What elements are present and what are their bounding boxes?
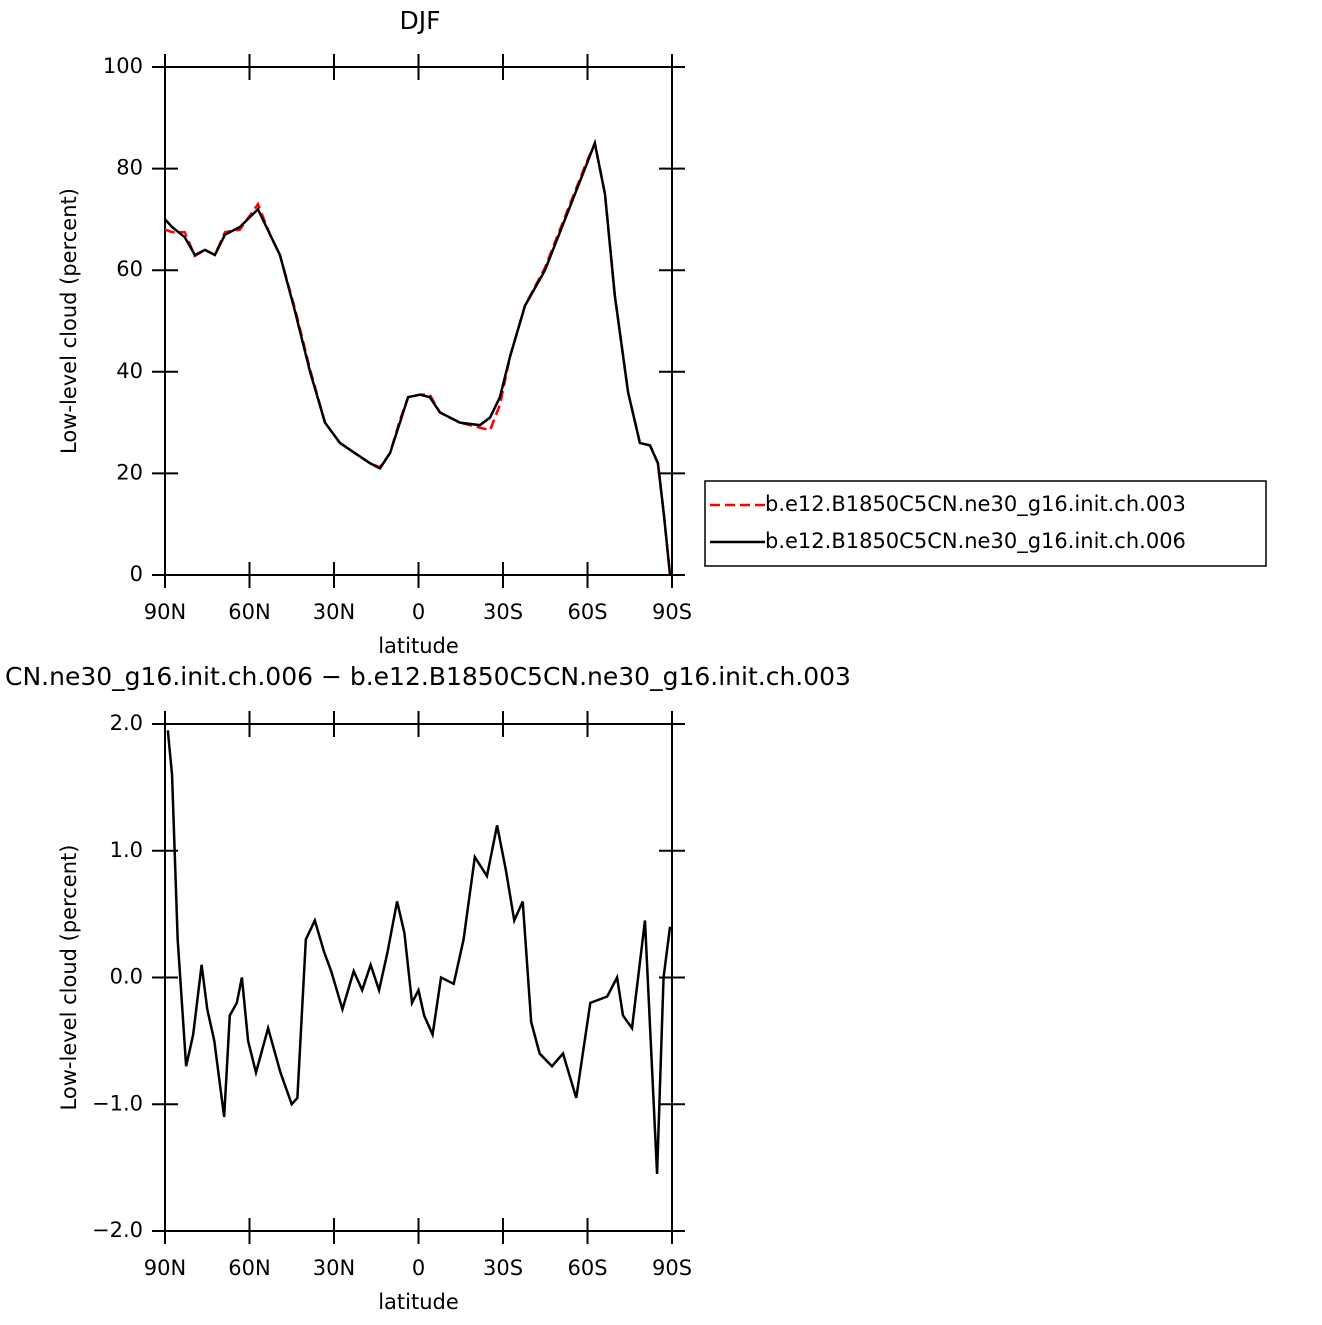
y-tick-label: 2.0: [110, 711, 143, 735]
y-axis-label: Low-level cloud (percent): [57, 188, 81, 454]
x-tick-label: 60S: [567, 1256, 607, 1280]
x-tick-label: 0: [412, 600, 425, 624]
x-tick-label: 90S: [652, 1256, 692, 1280]
x-tick-label: 90N: [144, 1256, 186, 1280]
y-tick-label: −1.0: [92, 1091, 143, 1115]
x-tick-label: 90N: [144, 600, 186, 624]
x-tick-label: 0: [412, 1256, 425, 1280]
x-tick-label: 60S: [567, 600, 607, 624]
y-tick-label: 20: [116, 460, 143, 484]
x-axis-label: latitude: [378, 1290, 459, 1314]
x-tick-label: 90S: [652, 600, 692, 624]
y-tick-label: 100: [103, 54, 143, 78]
y-tick-label: 80: [116, 156, 143, 180]
x-tick-label: 30N: [313, 600, 355, 624]
y-tick-label: 0: [130, 562, 143, 586]
data-line: [164, 139, 672, 576]
x-tick-label: 30S: [483, 600, 523, 624]
legend-box: [704, 480, 1267, 567]
y-tick-label: −2.0: [92, 1218, 143, 1242]
chart-title: DJF: [399, 6, 440, 35]
x-tick-label: 30N: [313, 1256, 355, 1280]
y-tick-label: 40: [116, 359, 143, 383]
x-tick-label: 60N: [228, 600, 270, 624]
chart-title: CN.ne30_g16.init.ch.006 − b.e12.B1850C5C…: [5, 662, 851, 691]
data-line: [166, 730, 672, 1175]
legend-label: b.e12.B1850C5CN.ne30_g16.init.ch.003: [765, 492, 1186, 517]
x-tick-label: 30S: [483, 1256, 523, 1280]
x-axis-label: latitude: [378, 634, 459, 658]
y-tick-label: 60: [116, 257, 143, 281]
y-tick-label: 1.0: [110, 838, 143, 862]
x-tick-label: 60N: [228, 1256, 270, 1280]
y-tick-label: 0.0: [110, 965, 143, 989]
data-line: [164, 138, 672, 576]
y-axis-label: Low-level cloud (percent): [57, 845, 81, 1111]
legend-label: b.e12.B1850C5CN.ne30_g16.init.ch.006: [765, 529, 1186, 554]
